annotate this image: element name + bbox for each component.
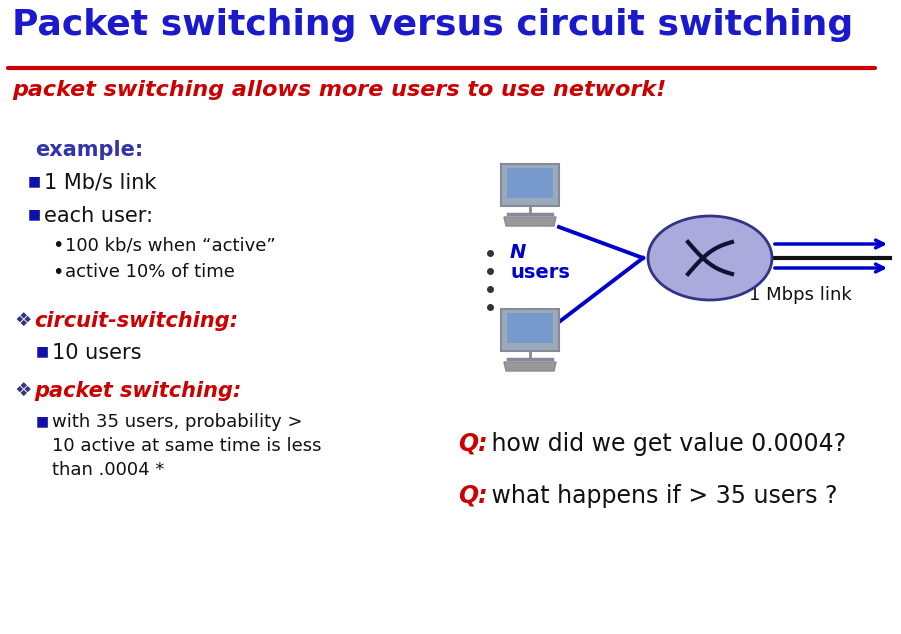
Text: ■: ■: [36, 414, 50, 428]
Text: ■: ■: [36, 344, 50, 358]
Text: ■: ■: [28, 174, 41, 188]
Text: •: •: [52, 263, 63, 282]
Text: users: users: [510, 263, 569, 282]
Text: with 35 users, probability >: with 35 users, probability >: [52, 413, 303, 431]
Text: Q:: Q:: [458, 484, 487, 508]
Text: ■: ■: [28, 207, 41, 221]
Ellipse shape: [648, 216, 772, 300]
Text: •: •: [52, 236, 63, 255]
Polygon shape: [501, 164, 559, 206]
Polygon shape: [504, 362, 556, 371]
Text: ❖: ❖: [14, 311, 32, 330]
Text: 1 Mbps link: 1 Mbps link: [749, 286, 851, 304]
Text: 10 active at same time is less: 10 active at same time is less: [52, 437, 322, 455]
Polygon shape: [507, 313, 553, 343]
Text: ❖: ❖: [14, 381, 32, 400]
Polygon shape: [507, 168, 553, 198]
Text: Q:: Q:: [458, 432, 487, 456]
Text: packet switching allows more users to use network!: packet switching allows more users to us…: [12, 80, 666, 100]
Text: each user:: each user:: [44, 206, 153, 226]
Text: 10 users: 10 users: [52, 343, 141, 363]
Text: N: N: [510, 243, 526, 262]
Text: how did we get value 0.0004?: how did we get value 0.0004?: [484, 432, 846, 456]
Text: Packet switching versus circuit switching: Packet switching versus circuit switchin…: [12, 8, 853, 42]
Polygon shape: [501, 309, 559, 351]
Text: circuit-switching:: circuit-switching:: [34, 311, 238, 331]
Text: example:: example:: [35, 140, 143, 160]
Text: 1 Mb/s link: 1 Mb/s link: [44, 173, 157, 193]
Text: than .0004 *: than .0004 *: [52, 461, 164, 479]
Text: what happens if > 35 users ?: what happens if > 35 users ?: [484, 484, 838, 508]
Text: packet switching:: packet switching:: [34, 381, 241, 401]
Polygon shape: [504, 217, 556, 226]
Text: active 10% of time: active 10% of time: [65, 263, 235, 281]
Text: 100 kb/s when “active”: 100 kb/s when “active”: [65, 236, 276, 254]
